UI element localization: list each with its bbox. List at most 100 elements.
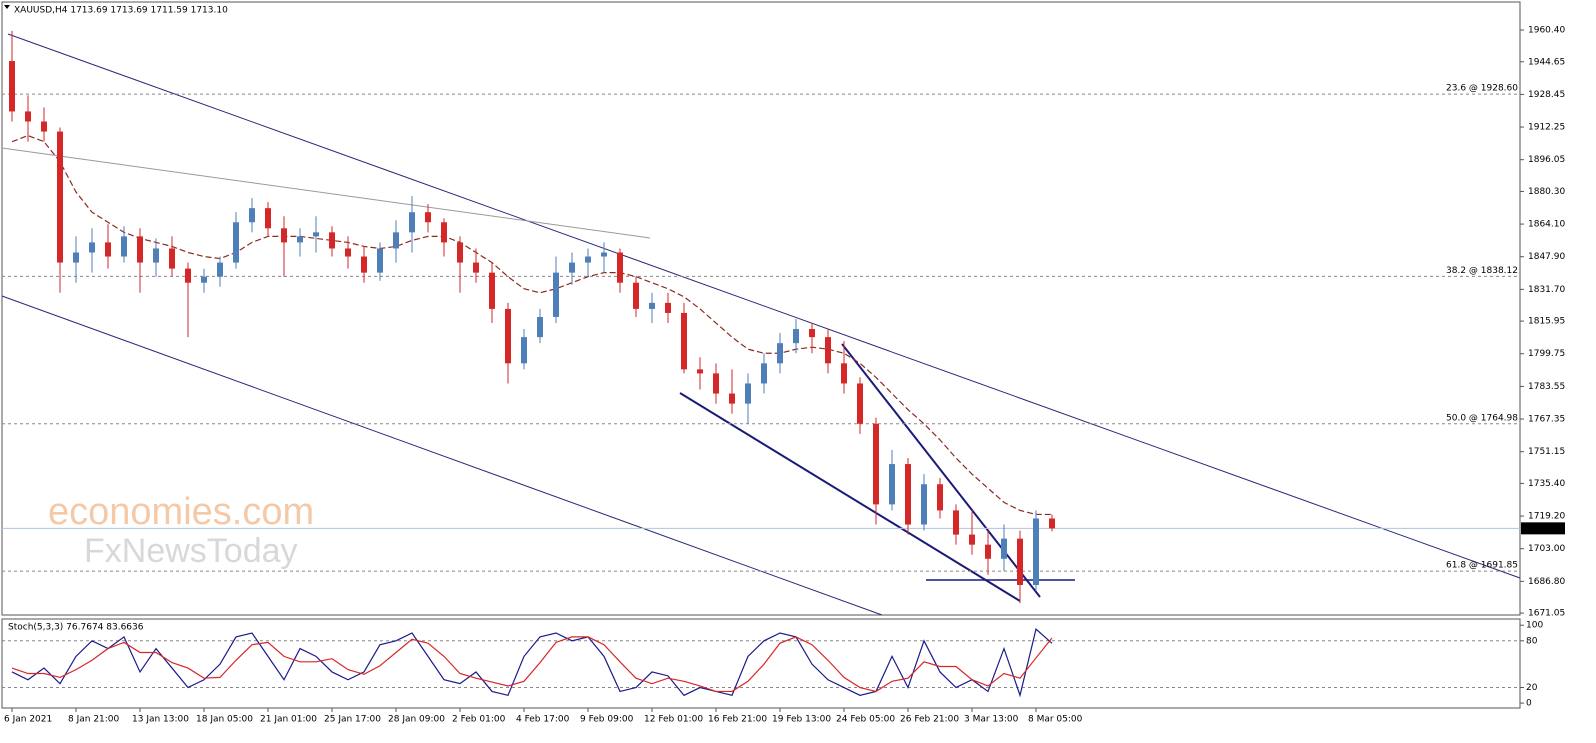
candle-body — [665, 302, 671, 313]
y-tick-label: 1671.05 — [1528, 609, 1565, 619]
y-tick-label: 1686.80 — [1528, 577, 1565, 587]
candle-body — [569, 262, 575, 273]
candle-body — [553, 272, 559, 317]
last-price-label: 1713.10 — [1524, 524, 1561, 534]
candle-body — [249, 208, 255, 223]
y-tick-label: 1735.40 — [1528, 479, 1565, 489]
candle-body — [441, 222, 447, 243]
candle-body — [633, 282, 639, 309]
main-panel — [1, 1, 1521, 616]
candle-body — [745, 383, 751, 404]
candle-body — [425, 212, 431, 223]
candle-body — [905, 464, 911, 525]
x-tick-label: 12 Feb 01:00 — [644, 715, 703, 725]
chart-title: XAUUSD,H4 1713.69 1713.69 1711.59 1713.1… — [14, 6, 228, 16]
y-tick-label: 1703.00 — [1528, 544, 1565, 554]
candle-body — [1017, 538, 1023, 585]
candle-body — [345, 248, 351, 257]
candle-body — [393, 232, 399, 249]
y-tick-label: 1896.05 — [1528, 155, 1565, 165]
candle-body — [409, 212, 415, 233]
stoch-title: Stoch(5,3,3) 76.7674 83.6636 — [8, 623, 144, 633]
candle-body — [57, 131, 63, 263]
candle-body — [729, 393, 735, 404]
candle-body — [937, 484, 943, 511]
candle-body — [41, 121, 47, 132]
candle-body — [473, 262, 479, 273]
candle-body — [793, 329, 799, 344]
candle-body — [361, 256, 367, 273]
fib-label: 50.0 @ 1764.98 — [1446, 413, 1518, 423]
candle-body — [201, 276, 207, 283]
candle-body — [601, 252, 607, 257]
x-tick-label: 8 Jan 21:00 — [68, 715, 120, 725]
watermark-2: FxNewsToday — [84, 532, 298, 570]
candle-body — [489, 272, 495, 309]
y-tick-label: 1864.10 — [1528, 220, 1565, 230]
candle-body — [281, 228, 287, 243]
candle-body — [169, 248, 175, 269]
y-tick-label: 1912.25 — [1528, 123, 1565, 133]
candle-body — [9, 61, 15, 112]
y-tick-label: 1847.90 — [1528, 252, 1565, 262]
x-tick-label: 18 Jan 05:00 — [196, 715, 253, 725]
x-tick-label: 26 Feb 21:00 — [900, 715, 959, 725]
y-tick-label: 1831.70 — [1528, 285, 1565, 295]
y-tick-label: 1880.30 — [1528, 187, 1565, 197]
candle-body — [1001, 538, 1007, 559]
x-tick-label: 16 Feb 21:00 — [708, 715, 767, 725]
y-tick-label: 1767.35 — [1528, 415, 1565, 425]
candle-body — [985, 544, 991, 559]
candle-body — [313, 232, 319, 237]
candle-body — [537, 316, 543, 338]
candle-body — [969, 534, 975, 545]
y-tick-label: 1719.20 — [1528, 512, 1565, 522]
fib-label: 61.8 @ 1691.85 — [1446, 561, 1518, 571]
candle-body — [121, 236, 127, 257]
candle-body — [505, 308, 511, 364]
y-tick-label: 1960.40 — [1528, 26, 1565, 36]
candle-body — [713, 373, 719, 394]
x-tick-label: 21 Jan 01:00 — [260, 715, 317, 725]
candle-body — [649, 302, 655, 309]
trend-line — [1, 147, 651, 239]
candle-body — [297, 236, 303, 243]
channel-bottom — [1, 295, 883, 616]
candle-body — [777, 343, 783, 364]
stoch-tick-label: 100 — [1526, 621, 1543, 631]
fib-label: 38.2 @ 1838.12 — [1446, 266, 1518, 276]
candle-body — [921, 484, 927, 525]
y-tick-label: 1928.45 — [1528, 90, 1565, 100]
candle-body — [521, 337, 527, 364]
candle-body — [857, 383, 863, 424]
candle-body — [185, 268, 191, 283]
candle-body — [697, 369, 703, 374]
candle-body — [233, 222, 239, 263]
x-tick-label: 25 Jan 17:00 — [324, 715, 381, 725]
x-tick-label: 2 Feb 01:00 — [452, 715, 506, 725]
candle-body — [761, 363, 767, 384]
candle-body — [585, 256, 591, 263]
candle-body — [841, 363, 847, 384]
candle-body — [1049, 518, 1055, 529]
stoch-tick-label: 20 — [1526, 683, 1538, 693]
candle-body — [457, 242, 463, 263]
candle-body — [89, 242, 95, 253]
candle-body — [825, 337, 831, 364]
wedge-bottom — [679, 392, 1021, 602]
y-tick-label: 1783.55 — [1528, 382, 1565, 392]
candle-body — [617, 252, 623, 283]
y-tick-label: 1815.95 — [1528, 317, 1565, 327]
y-tick-label: 1751.15 — [1528, 447, 1565, 457]
candle-body — [329, 232, 335, 249]
x-tick-label: 6 Jan 2021 — [4, 715, 52, 725]
x-tick-label: 13 Jan 13:00 — [132, 715, 189, 725]
candle-body — [153, 248, 159, 263]
x-tick-label: 4 Feb 17:00 — [516, 715, 570, 725]
fib-label: 23.6 @ 1928.60 — [1446, 84, 1518, 94]
candle-body — [873, 423, 879, 505]
candle-body — [1033, 518, 1039, 585]
x-tick-label: 9 Feb 09:00 — [580, 715, 634, 725]
